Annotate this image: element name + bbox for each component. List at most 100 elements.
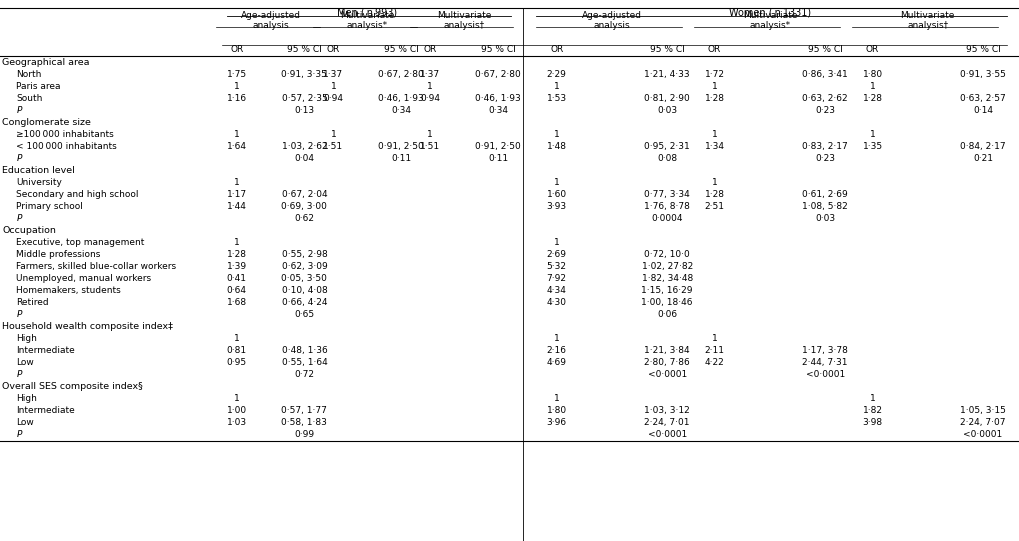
Text: 0·67, 2·04: 0·67, 2·04 bbox=[281, 190, 327, 199]
Text: 1·80: 1·80 bbox=[862, 70, 882, 79]
Text: 1: 1 bbox=[330, 82, 336, 91]
Text: 4·34: 4·34 bbox=[546, 286, 567, 295]
Text: 4·22: 4·22 bbox=[705, 358, 725, 367]
Text: 1·82, 34·48: 1·82, 34·48 bbox=[642, 274, 693, 283]
Text: 1·21, 3·84: 1·21, 3·84 bbox=[644, 346, 690, 355]
Text: 1: 1 bbox=[233, 394, 239, 403]
Text: 0·46, 1·93: 0·46, 1·93 bbox=[378, 94, 424, 103]
Text: 0·48, 1·36: 0·48, 1·36 bbox=[281, 346, 327, 355]
Text: 0·91, 3·55: 0·91, 3·55 bbox=[960, 70, 1006, 79]
Text: 1·39: 1·39 bbox=[226, 262, 247, 271]
Text: 4·30: 4·30 bbox=[546, 298, 567, 307]
Text: 2·24, 7·07: 2·24, 7·07 bbox=[960, 418, 1006, 427]
Text: Executive, top management: Executive, top management bbox=[16, 238, 145, 247]
Text: 0·03: 0·03 bbox=[815, 214, 836, 223]
Text: 1·28: 1·28 bbox=[862, 94, 882, 103]
Text: 1·00: 1·00 bbox=[226, 406, 247, 415]
Text: 3·98: 3·98 bbox=[862, 418, 882, 427]
Text: P: P bbox=[16, 370, 21, 379]
Text: <0·0001: <0·0001 bbox=[647, 430, 687, 439]
Text: North: North bbox=[16, 70, 42, 79]
Text: Age-adjusted
analysis: Age-adjusted analysis bbox=[582, 11, 642, 30]
Text: 0·62: 0·62 bbox=[294, 214, 315, 223]
Text: < 100 000 inhabitants: < 100 000 inhabitants bbox=[16, 142, 117, 151]
Text: 0·08: 0·08 bbox=[657, 154, 678, 163]
Text: 1·76, 8·78: 1·76, 8·78 bbox=[644, 202, 690, 211]
Text: Intermediate: Intermediate bbox=[16, 346, 75, 355]
Text: P: P bbox=[16, 154, 21, 163]
Text: 1: 1 bbox=[553, 130, 559, 139]
Text: 95 % CI: 95 % CI bbox=[966, 45, 1001, 54]
Text: Farmers, skilled blue-collar workers: Farmers, skilled blue-collar workers bbox=[16, 262, 176, 271]
Text: 0·63, 2·62: 0·63, 2·62 bbox=[802, 94, 848, 103]
Text: Unemployed, manual workers: Unemployed, manual workers bbox=[16, 274, 152, 283]
Text: Multivariate
analysis*: Multivariate analysis* bbox=[340, 11, 394, 30]
Text: 1: 1 bbox=[869, 82, 875, 91]
Text: 1: 1 bbox=[711, 178, 717, 187]
Text: 1·08, 5·82: 1·08, 5·82 bbox=[802, 202, 848, 211]
Text: Low: Low bbox=[16, 418, 34, 427]
Text: 1·37: 1·37 bbox=[420, 70, 440, 79]
Text: 1: 1 bbox=[553, 334, 559, 343]
Text: 2·51: 2·51 bbox=[704, 202, 725, 211]
Text: 0·55, 1·64: 0·55, 1·64 bbox=[281, 358, 327, 367]
Text: 0·64: 0·64 bbox=[226, 286, 247, 295]
Text: 2·29: 2·29 bbox=[546, 70, 567, 79]
Text: 1: 1 bbox=[553, 394, 559, 403]
Text: Intermediate: Intermediate bbox=[16, 406, 75, 415]
Text: 1·82: 1·82 bbox=[862, 406, 882, 415]
Text: 0·57, 2·35: 0·57, 2·35 bbox=[281, 94, 327, 103]
Text: Occupation: Occupation bbox=[2, 226, 56, 235]
Text: 1·60: 1·60 bbox=[546, 190, 567, 199]
Text: 2·16: 2·16 bbox=[546, 346, 567, 355]
Text: 1: 1 bbox=[233, 130, 239, 139]
Text: 0·72, 10·0: 0·72, 10·0 bbox=[644, 250, 690, 259]
Text: Primary school: Primary school bbox=[16, 202, 84, 211]
Text: 1·28: 1·28 bbox=[704, 94, 725, 103]
Text: 0·95, 2·31: 0·95, 2·31 bbox=[644, 142, 690, 151]
Text: University: University bbox=[16, 178, 62, 187]
Text: Low: Low bbox=[16, 358, 34, 367]
Text: Paris area: Paris area bbox=[16, 82, 61, 91]
Text: 1·53: 1·53 bbox=[546, 94, 567, 103]
Text: 1·17: 1·17 bbox=[226, 190, 247, 199]
Text: 1·80: 1·80 bbox=[546, 406, 567, 415]
Text: 1: 1 bbox=[233, 82, 239, 91]
Text: 1: 1 bbox=[233, 334, 239, 343]
Text: 1·51: 1·51 bbox=[420, 142, 440, 151]
Text: 1·15, 16·29: 1·15, 16·29 bbox=[641, 286, 693, 295]
Text: 0·03: 0·03 bbox=[657, 105, 678, 115]
Text: 1: 1 bbox=[869, 130, 875, 139]
Text: OR: OR bbox=[708, 45, 721, 54]
Text: 7·92: 7·92 bbox=[546, 274, 567, 283]
Text: Age-adjusted
analysis: Age-adjusted analysis bbox=[240, 11, 301, 30]
Text: <0·0001: <0·0001 bbox=[963, 430, 1003, 439]
Text: 1·64: 1·64 bbox=[226, 142, 247, 151]
Text: 0·55, 2·98: 0·55, 2·98 bbox=[281, 250, 327, 259]
Text: P: P bbox=[16, 310, 21, 319]
Text: P: P bbox=[16, 214, 21, 223]
Text: 0·84, 2·17: 0·84, 2·17 bbox=[960, 142, 1006, 151]
Text: 0·72: 0·72 bbox=[294, 370, 315, 379]
Text: Secondary and high school: Secondary and high school bbox=[16, 190, 139, 199]
Text: 1·00, 18·46: 1·00, 18·46 bbox=[641, 298, 693, 307]
Text: 3·96: 3·96 bbox=[546, 418, 567, 427]
Text: 1·35: 1·35 bbox=[862, 142, 882, 151]
Text: 0·13: 0·13 bbox=[294, 105, 315, 115]
Text: <0·0001: <0·0001 bbox=[805, 370, 845, 379]
Text: 0·69, 3·00: 0·69, 3·00 bbox=[281, 202, 327, 211]
Text: Multivariate
analysis†: Multivariate analysis† bbox=[437, 11, 491, 30]
Text: 0·99: 0·99 bbox=[294, 430, 315, 439]
Text: 0·91, 3·35: 0·91, 3·35 bbox=[281, 70, 327, 79]
Text: 0·34: 0·34 bbox=[488, 105, 508, 115]
Text: P: P bbox=[16, 430, 21, 439]
Text: OR: OR bbox=[424, 45, 437, 54]
Text: 1·03, 2·62: 1·03, 2·62 bbox=[281, 142, 327, 151]
Text: 0·66, 4·24: 0·66, 4·24 bbox=[281, 298, 327, 307]
Text: Homemakers, students: Homemakers, students bbox=[16, 286, 121, 295]
Text: 1: 1 bbox=[553, 82, 559, 91]
Text: 0·06: 0·06 bbox=[657, 310, 678, 319]
Text: 0·23: 0·23 bbox=[815, 105, 836, 115]
Text: Overall SES composite index§: Overall SES composite index§ bbox=[2, 382, 143, 391]
Text: 1·03: 1·03 bbox=[226, 418, 247, 427]
